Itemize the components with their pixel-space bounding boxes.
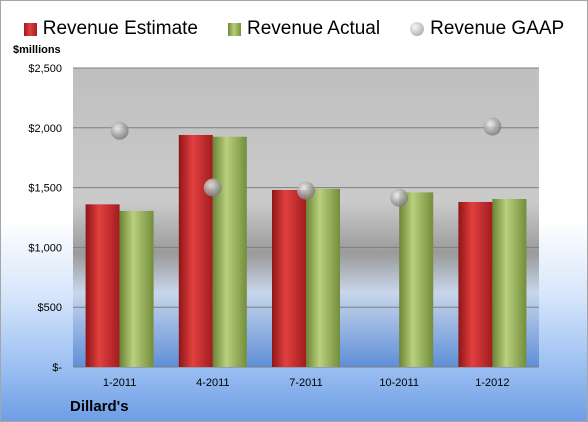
- y-tick-label: $1,500: [28, 183, 62, 195]
- bar-revenue-actual: [399, 192, 434, 367]
- bar-revenue-actual: [212, 136, 247, 367]
- y-tick-label: $2,500: [28, 63, 62, 75]
- legend-label-estimate: Revenue Estimate: [42, 18, 198, 39]
- company-label: Dillard's: [70, 398, 129, 415]
- legend-item-gaap: Revenue GAAP: [410, 18, 564, 40]
- legend-swatch-actual: [228, 22, 241, 36]
- bar-revenue-estimate: [272, 189, 306, 367]
- bar-revenue-actual: [306, 188, 340, 367]
- marker-revenue-gaap: [390, 188, 409, 207]
- x-tick-label: 1-2012: [475, 377, 509, 389]
- legend-item-estimate: Revenue Estimate: [23, 18, 198, 40]
- x-tick-label: 10-2011: [379, 377, 419, 389]
- chart-legend: Revenue Estimate Revenue Actual Revenue …: [0, 14, 588, 44]
- marker-revenue-gaap: [110, 121, 129, 140]
- x-tick-label: 7-2011: [289, 377, 322, 389]
- y-tick-label: $1,000: [28, 242, 62, 254]
- bar-revenue-estimate: [458, 201, 493, 367]
- x-tick-label: 1-2011: [103, 377, 136, 389]
- bar-revenue-actual: [119, 210, 154, 367]
- y-axis-units-label: $millions: [13, 44, 61, 56]
- bar-revenue-actual: [492, 198, 527, 367]
- x-tick-label: 4-2011: [196, 377, 229, 389]
- bar-revenue-estimate: [178, 134, 213, 367]
- legend-label-actual: Revenue Actual: [247, 18, 381, 39]
- legend-item-actual: Revenue Actual: [228, 18, 380, 40]
- y-tick-label: $2,000: [28, 123, 62, 135]
- y-tick-label: $500: [38, 302, 62, 314]
- legend-swatch-estimate: [23, 22, 37, 36]
- y-tick-label: $-: [52, 362, 62, 374]
- marker-revenue-gaap: [203, 178, 222, 197]
- legend-label-gaap: Revenue GAAP: [430, 18, 565, 39]
- bar-revenue-estimate: [85, 204, 120, 367]
- marker-revenue-gaap: [483, 117, 502, 136]
- legend-swatch-gaap: [410, 22, 425, 36]
- marker-revenue-gaap: [297, 181, 315, 200]
